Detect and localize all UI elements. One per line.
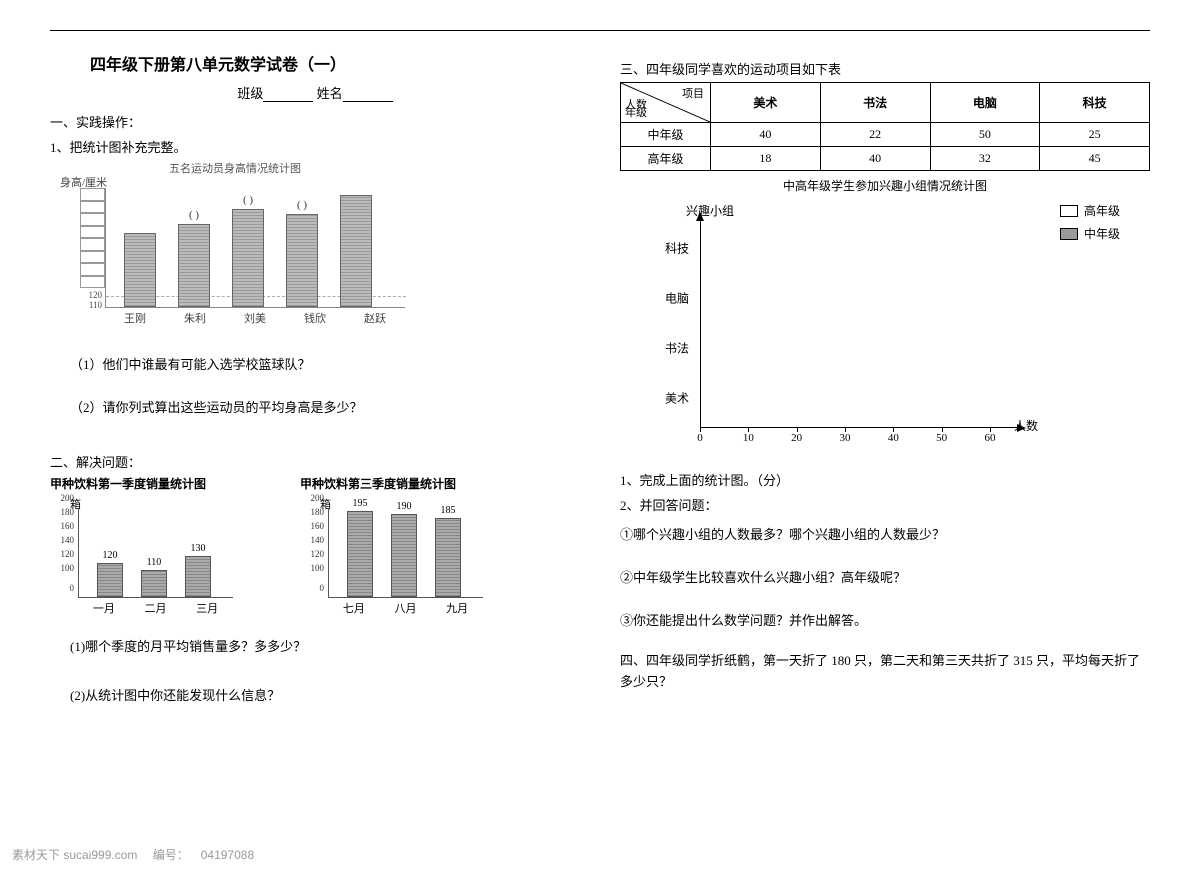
section-3-q1: ①哪个兴趣小组的人数最多？哪个兴趣小组的人数最少？ — [620, 524, 1150, 543]
footer: 素材天下 sucai999.com 编号： 04197088 — [12, 846, 266, 863]
chart-b-yticks: 0100120140160180200 — [304, 508, 326, 598]
chart-a-plot: 120110130 — [78, 508, 233, 598]
table-col-header: 美术 — [711, 83, 821, 123]
footer-code-label: 编号： — [153, 848, 189, 862]
class-label: 班级 — [237, 86, 263, 101]
table-row: 中年级 40 22 50 25 — [621, 123, 1150, 147]
q1-sales-chart: 甲种饮料第一季度销量统计图 箱 120110130 01001201401601… — [50, 475, 260, 616]
section-4-text: 四、四年级同学折纸鹤，第一天折了 180 只，第二天和第三天共折了 315 只，… — [620, 651, 1150, 693]
y-axis-arrow-icon — [696, 212, 704, 221]
chart1-xlabels: 王刚朱利刘美钱欣赵跃 — [105, 310, 405, 326]
blank-chart-xlabel: 人数 — [1014, 417, 1038, 434]
chart-b-plot: 195190185 — [328, 508, 483, 598]
left-column: 四年级下册第八单元数学试卷（一） 班级 姓名 一、实践操作： 1、把统计图补充完… — [50, 51, 580, 712]
table-col-header: 电脑 — [930, 83, 1040, 123]
chart1-yticks: 120 110 — [90, 188, 102, 308]
section-1-item-1: 1、把统计图补充完整。 — [50, 137, 580, 156]
section-1-q2: （2）请你列式算出这些运动员的平均身高是多少？ — [70, 397, 580, 416]
footer-code: 04197088 — [201, 848, 254, 862]
blank-chart-axes: 人数 — [700, 218, 1020, 428]
blank-chart-ylabel: 兴趣小组 — [686, 202, 734, 219]
footer-site: 素材天下 sucai999.com — [12, 848, 137, 862]
class-name-line: 班级 姓名 — [50, 83, 580, 102]
class-blank — [263, 88, 313, 102]
chart-b-xlabels: 七月八月九月 — [328, 600, 483, 616]
blank-chart-legend: 高年级 中年级 — [1060, 202, 1120, 248]
section-1-q1: （1）他们中谁最有可能入选学校篮球队？ — [70, 354, 580, 373]
legend-swatch — [1060, 228, 1078, 240]
section-2-q2: (2)从统计图中你还能发现什么信息？ — [70, 685, 580, 704]
athlete-height-chart: 五名运动员身高情况统计图 身高/厘米 120 110 ( )( )( ) 王刚朱… — [50, 160, 420, 340]
legend-swatch — [1060, 205, 1078, 217]
table-col-header: 科技 — [1040, 83, 1150, 123]
table-row: 高年级 18 40 32 45 — [621, 147, 1150, 171]
right-column: 三、四年级同学喜欢的运动项目如下表 项目 人数 年级 美术 书法 电脑 科技 中… — [620, 51, 1150, 712]
activity-table: 项目 人数 年级 美术 书法 电脑 科技 中年级 40 22 50 25 高年级… — [620, 82, 1150, 171]
table-diag-header: 项目 人数 年级 — [621, 83, 711, 123]
section-1-heading: 一、实践操作： — [50, 112, 580, 131]
section-3-heading: 三、四年级同学喜欢的运动项目如下表 — [620, 59, 1150, 78]
section-3-p1: 1、完成上面的统计图。（分） — [620, 470, 1150, 489]
chart-a-yticks: 0100120140160180200 — [54, 508, 76, 598]
name-label: 姓名 — [317, 86, 343, 101]
chart-a-xlabels: 一月二月三月 — [78, 600, 233, 616]
page-title: 四年级下册第八单元数学试卷（一） — [90, 51, 580, 75]
section-3-p2: 2、并回答问题： — [620, 495, 1150, 514]
table-col-header: 书法 — [820, 83, 930, 123]
chart-a-title: 甲种饮料第一季度销量统计图 — [50, 475, 260, 492]
chart-b-title: 甲种饮料第三季度销量统计图 — [300, 475, 510, 492]
blank-bar-chart: 兴趣小组 高年级 中年级 人数 科技电脑书法美术0102030405060 — [640, 202, 1060, 462]
legend-item: 高年级 — [1060, 202, 1120, 219]
section-2-heading: 二、解决问题： — [50, 452, 580, 471]
section-3-q2: ②中年级学生比较喜欢什么兴趣小组？高年级呢？ — [620, 567, 1150, 586]
chart1-plot-area: ( )( )( ) — [105, 188, 405, 308]
section-3-q3: ③你还能提出什么数学问题？并作出解答。 — [620, 610, 1150, 629]
legend-item: 中年级 — [1060, 225, 1120, 242]
section-2-q1: (1)哪个季度的月平均销售量多？多多少？ — [70, 636, 580, 655]
chart-caption: 中高年级学生参加兴趣小组情况统计图 — [620, 177, 1150, 194]
q3-sales-chart: 甲种饮料第三季度销量统计图 箱 195190185 01001201401601… — [300, 475, 510, 616]
name-blank — [343, 88, 393, 102]
